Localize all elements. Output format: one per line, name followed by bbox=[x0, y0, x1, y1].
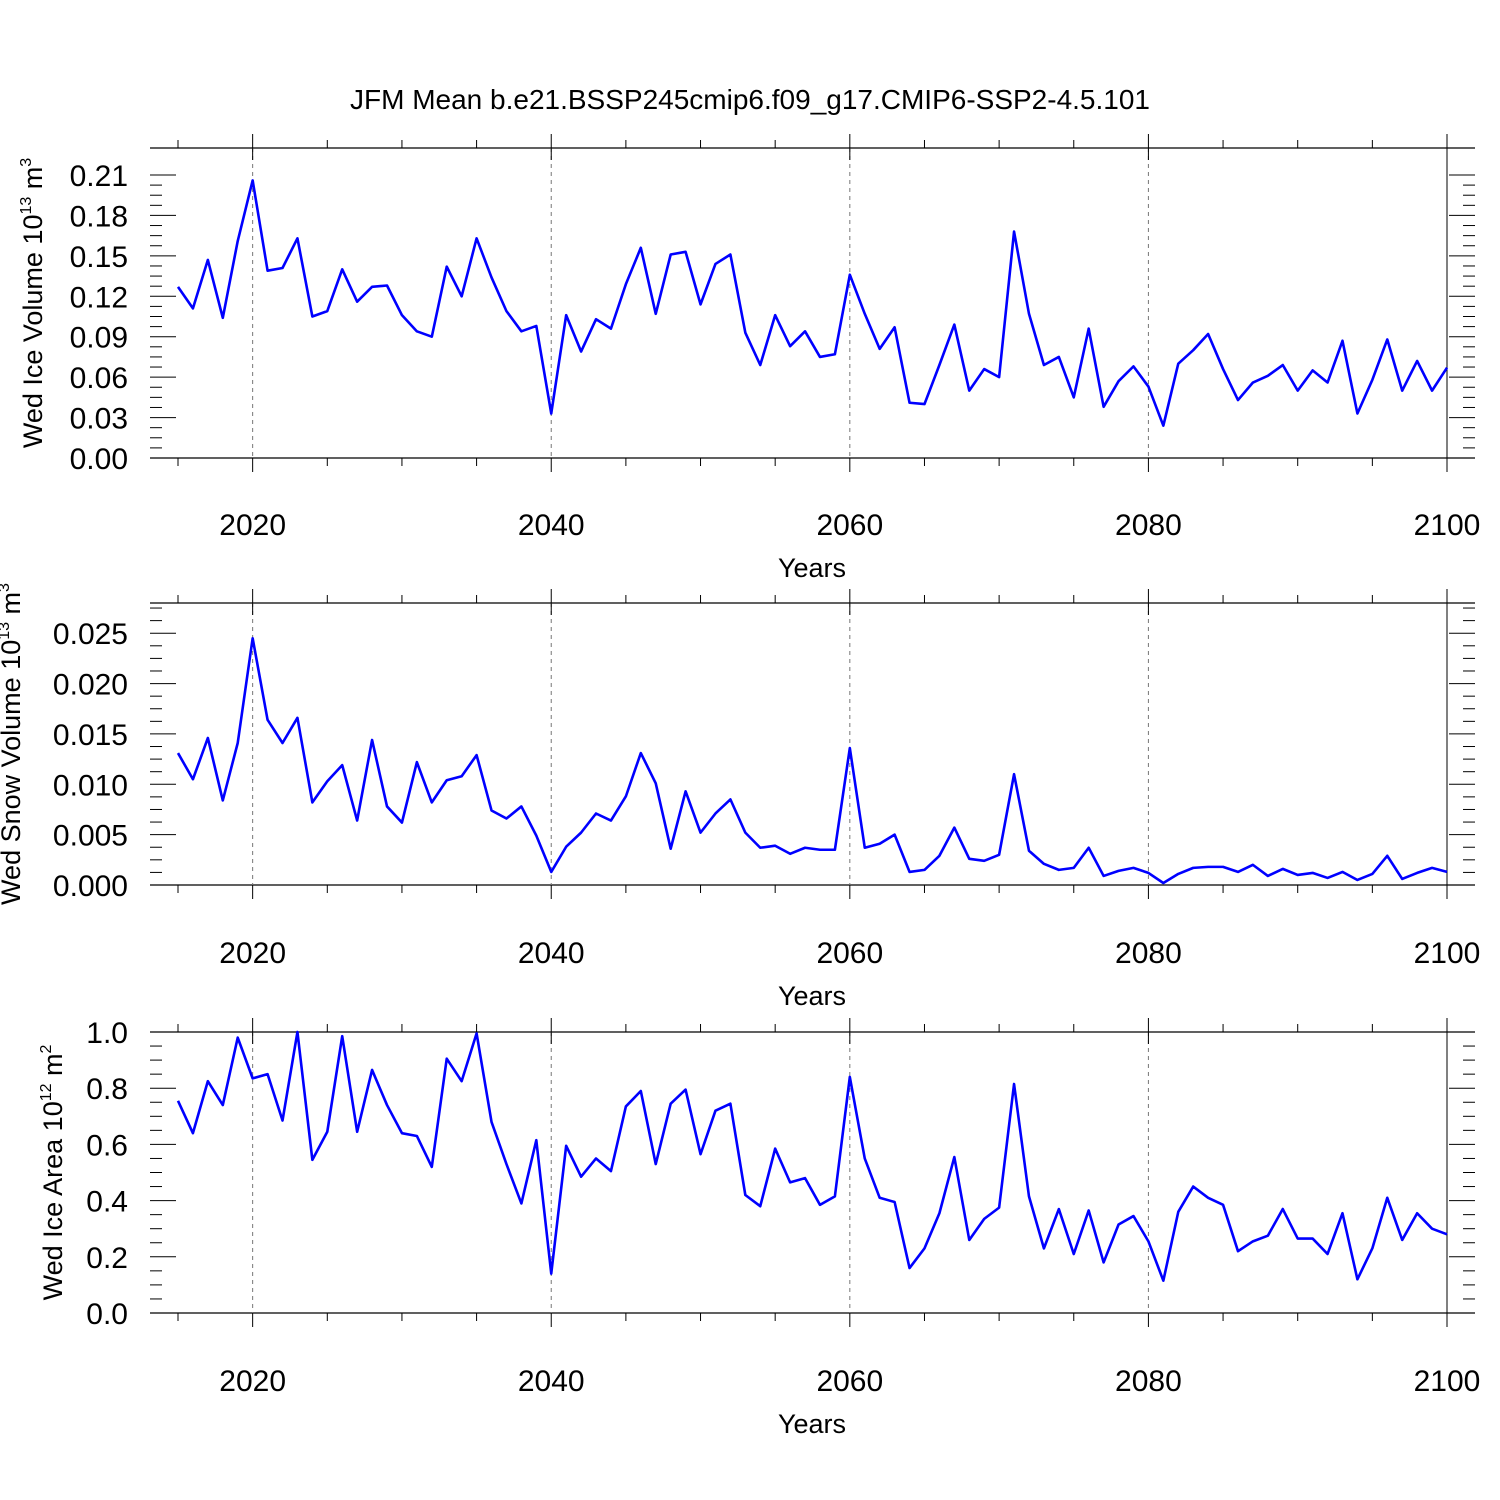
x-tick-label: 2040 bbox=[518, 1365, 585, 1398]
y-tick-label: 0.09 bbox=[70, 322, 128, 355]
series-line-wed-ice-volume bbox=[176, 179, 1449, 427]
y-tick-label: 0.18 bbox=[70, 200, 128, 233]
y-tick-label: 0.020 bbox=[53, 669, 128, 702]
x-tick-label: 2020 bbox=[219, 1365, 286, 1398]
page-title: JFM Mean b.e21.BSSP245cmip6.f09_g17.CMIP… bbox=[350, 84, 1150, 115]
x-axis-label: Years bbox=[778, 553, 846, 583]
y-tick-label: 0.8 bbox=[86, 1073, 128, 1106]
series-line-wed-ice-area bbox=[176, 1030, 1448, 1282]
y-tick-label: 1.0 bbox=[86, 1017, 128, 1050]
y-axis-label: Wed Ice Area 1012 m2 bbox=[38, 1044, 68, 1300]
y-tick-label: 0.000 bbox=[53, 870, 128, 903]
series-line-wed-snow-volume bbox=[176, 636, 1448, 885]
panel-3: 2020 2040 2060 2080 2100 0.0 0.2 0.4 0.6 0.8 1.0 Ye… bbox=[38, 1017, 1480, 1439]
x-tick-label: 2040 bbox=[518, 937, 585, 970]
x-tick-label: 2060 bbox=[816, 1365, 883, 1398]
x-tick-label: 2080 bbox=[1115, 1365, 1182, 1398]
x-tick-label: 2100 bbox=[1414, 1365, 1481, 1398]
x-tick-label: 2020 bbox=[219, 509, 286, 542]
y-tick-label: 0.03 bbox=[70, 403, 128, 436]
y-tick-label: 0.00 bbox=[70, 443, 128, 476]
x-axis-label: Years bbox=[778, 981, 846, 1011]
x-tick-label: 2100 bbox=[1414, 509, 1481, 542]
y-tick-label: 0.0 bbox=[86, 1298, 128, 1331]
y-tick-label: 0.2 bbox=[86, 1242, 128, 1275]
x-tick-label: 2020 bbox=[219, 937, 286, 970]
y-tick-label: 0.6 bbox=[86, 1129, 128, 1162]
y-axis-label: Wed Ice Volume 1013 m3 bbox=[18, 158, 48, 448]
y-tick-label: 0.025 bbox=[53, 618, 128, 651]
x-axis-label: Years bbox=[778, 1409, 846, 1439]
y-tick-label: 0.06 bbox=[70, 362, 128, 395]
x-tick-label: 2080 bbox=[1115, 509, 1182, 542]
panel-1: 2020 2040 2060 2080 2100 0.00 0.03 0.06 0.09 0.12… bbox=[18, 134, 1480, 583]
panel-2: 2020 2040 2060 2080 2100 0.000 0.005 0.010 0.015… bbox=[0, 583, 1480, 1011]
y-tick-label: 0.015 bbox=[53, 719, 128, 752]
y-tick-label: 0.010 bbox=[53, 769, 128, 802]
y-tick-label: 0.005 bbox=[53, 820, 128, 853]
y-tick-label: 0.15 bbox=[70, 241, 128, 274]
y-axis-label: Wed Snow Volume 1013 m3 bbox=[0, 583, 26, 905]
x-tick-label: 2060 bbox=[816, 937, 883, 970]
x-tick-label: 2080 bbox=[1115, 937, 1182, 970]
x-tick-label: 2100 bbox=[1414, 937, 1481, 970]
x-tick-label: 2040 bbox=[518, 509, 585, 542]
x-tick-label: 2060 bbox=[816, 509, 883, 542]
y-tick-label: 0.12 bbox=[70, 281, 128, 314]
y-tick-label: 0.21 bbox=[70, 160, 128, 193]
y-tick-label: 0.4 bbox=[86, 1186, 128, 1219]
